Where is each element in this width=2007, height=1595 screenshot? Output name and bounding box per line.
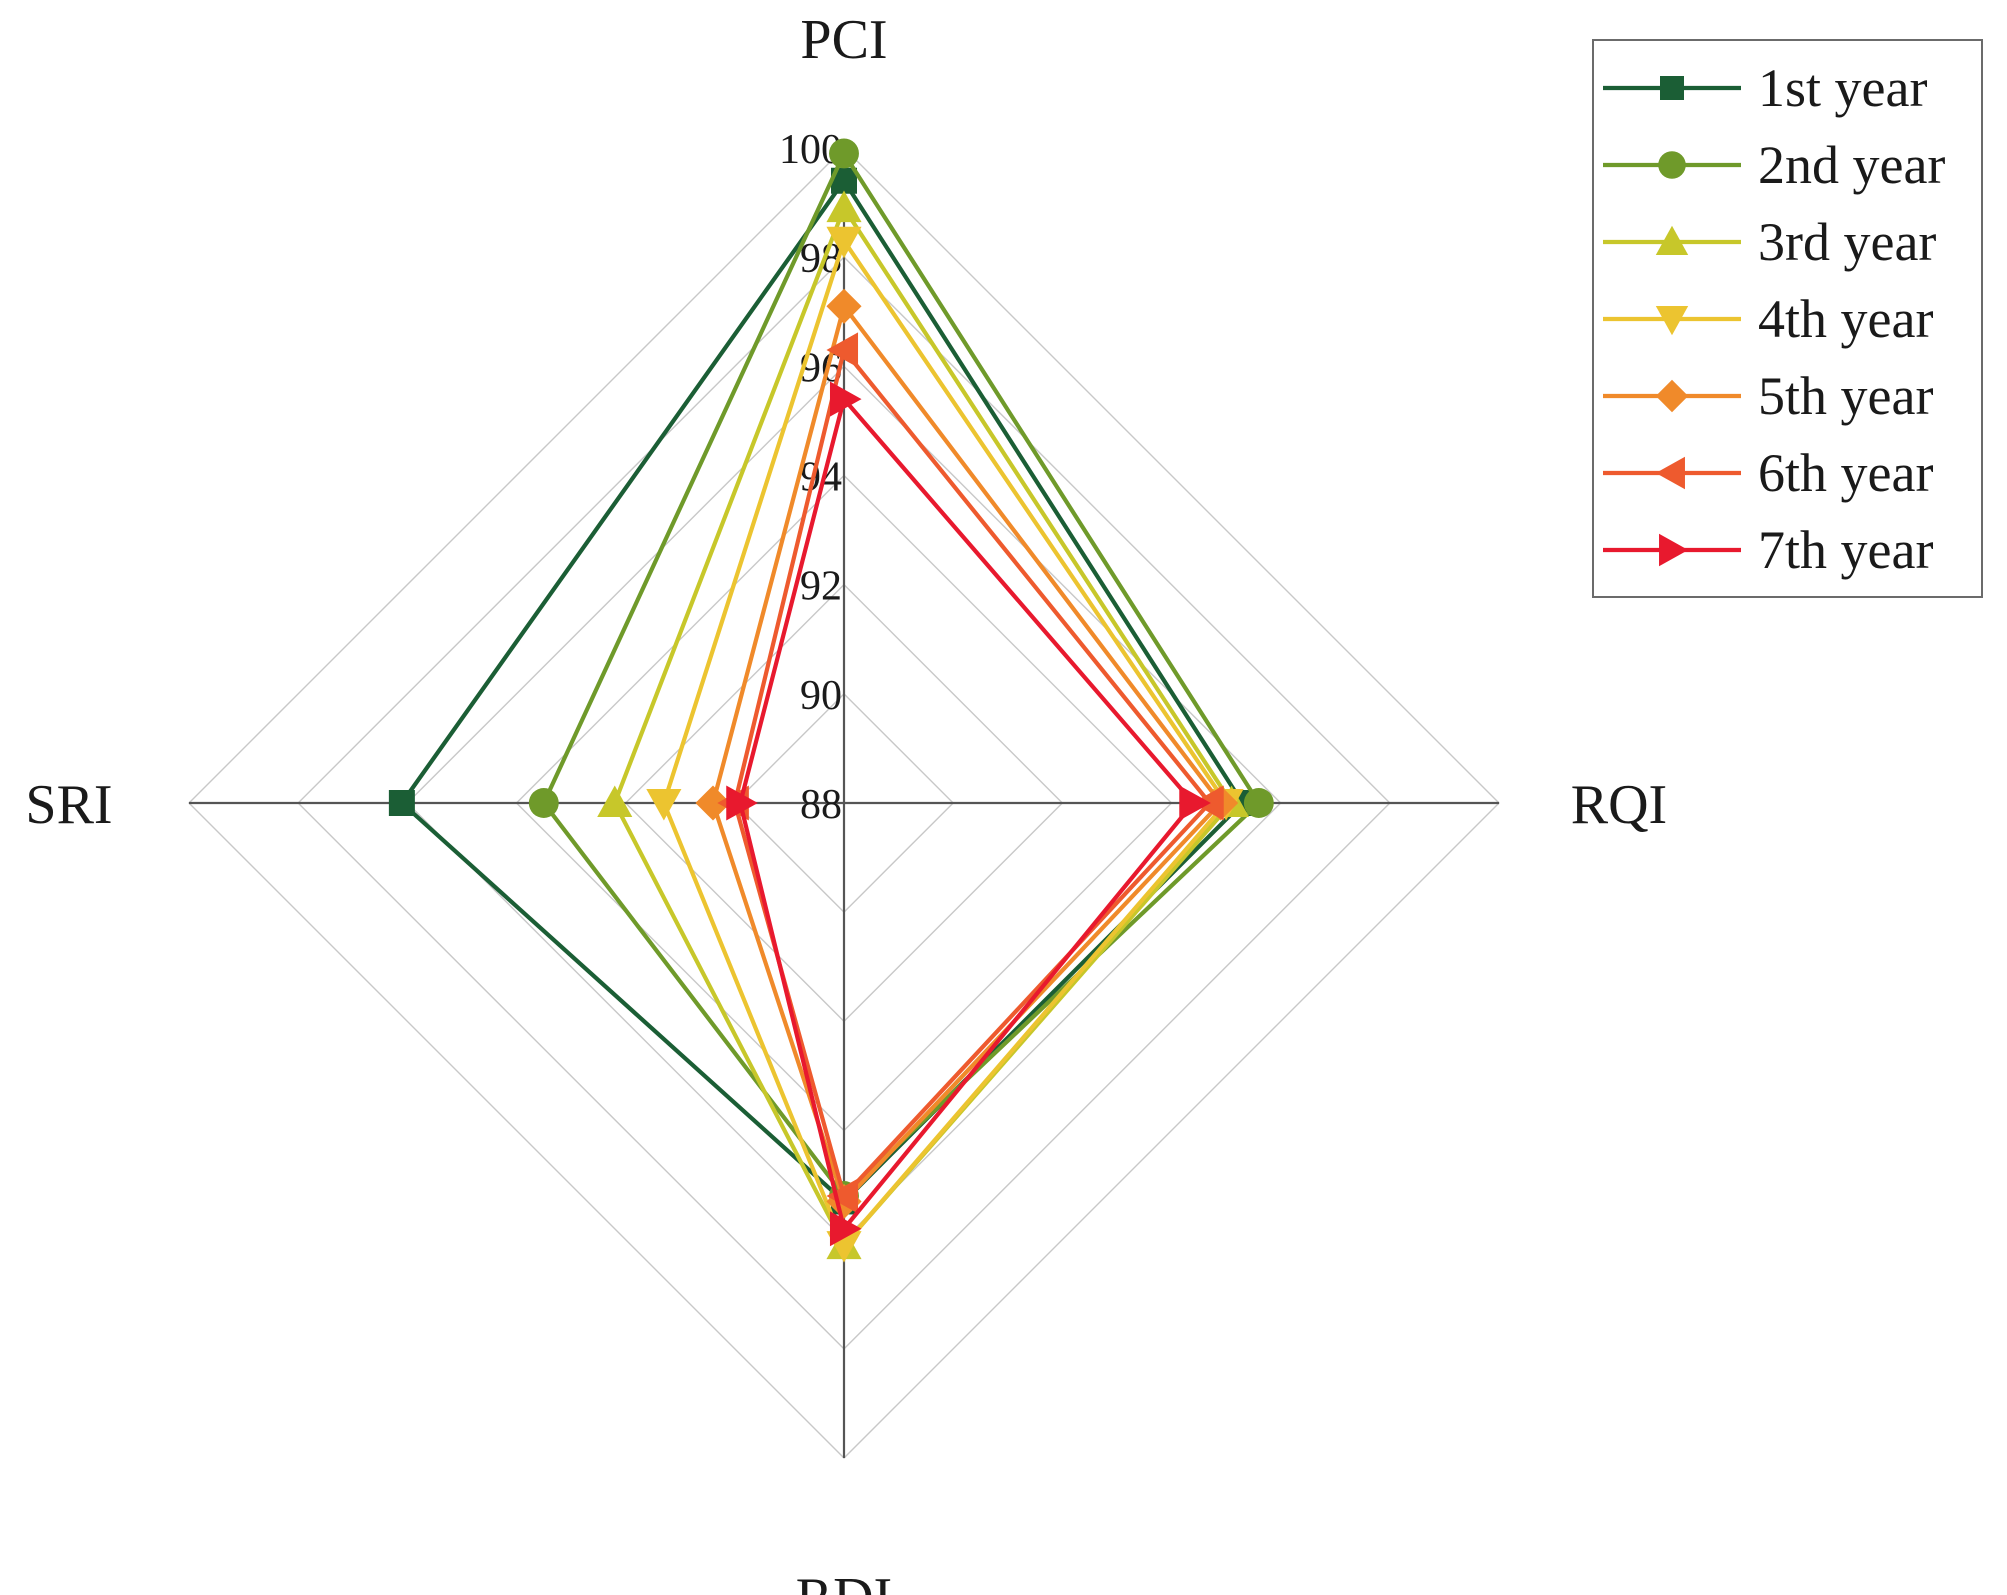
series-line-5th-year <box>710 301 1224 1206</box>
point-2nd-year-pci <box>829 138 859 169</box>
legend-marker-5th-year <box>1655 379 1689 413</box>
legend-item-7th-year: 7th year <box>1603 520 1933 580</box>
point-2nd-year-sri <box>528 788 559 818</box>
tick-label-88: 88 <box>800 782 842 828</box>
series-7th-year <box>726 381 1211 1247</box>
legend-label-3rd-year: 3rd year <box>1758 212 1936 272</box>
point-7th-year-rqi <box>1179 785 1211 821</box>
legend-item-6th-year: 6th year <box>1603 443 1933 503</box>
series-layer <box>388 138 1274 1263</box>
point-5th-year-pci <box>826 288 862 324</box>
point-4th-year-sri <box>646 788 682 821</box>
legend-label-1st-year: 1st year <box>1758 58 1927 118</box>
legend-marker-1st-year <box>1660 76 1684 100</box>
legend-label-2nd-year: 2nd year <box>1758 135 1945 195</box>
point-7th-year-pci <box>829 381 862 417</box>
legend-marker-3rd-year <box>1655 225 1689 255</box>
point-7th-year-rdi <box>829 1211 862 1247</box>
series-line-3rd-year <box>612 203 1235 1249</box>
point-7th-year-sri <box>726 785 758 821</box>
legend-item-5th-year: 5th year <box>1603 366 1933 426</box>
point-1st-year-sri <box>388 790 415 816</box>
point-3rd-year-sri <box>597 785 633 818</box>
legend-label-4th-year: 4th year <box>1758 289 1933 349</box>
legend: 1st year 2nd year 3rd year 4th year 5th year… <box>1592 39 1983 598</box>
tick-label-92: 92 <box>800 564 842 610</box>
legend-marker-4th-year <box>1655 306 1689 336</box>
legend-item-3rd-year: 3rd year <box>1603 212 1936 272</box>
axis-label-pci: PCI <box>800 9 887 71</box>
legend-marker-7th-year <box>1659 533 1689 567</box>
legend-label-7th-year: 7th year <box>1758 520 1933 580</box>
axis-layer: PCI RQI RDI SRI <box>25 9 1667 1595</box>
point-5th-year-sri <box>695 785 731 821</box>
axis-label-sri: SRI <box>25 774 112 836</box>
legend-label-6th-year: 6th year <box>1758 443 1933 503</box>
legend-item-1st-year: 1st year <box>1603 58 1927 118</box>
legend-item-4th-year: 4th year <box>1603 289 1933 349</box>
tick-label-90: 90 <box>800 673 842 719</box>
point-2nd-year-rqi <box>1243 788 1274 818</box>
series-6th-year <box>717 332 1224 1214</box>
legend-marker-2nd-year <box>1658 151 1686 179</box>
axis-label-rqi: RQI <box>1571 774 1667 836</box>
point-4th-year-pci <box>826 226 862 259</box>
point-3rd-year-pci <box>826 190 862 223</box>
axis-label-rdi: RDI <box>796 1567 892 1595</box>
point-6th-year-pci <box>826 332 859 368</box>
series-3rd-year <box>597 190 1250 1260</box>
legend-label-5th-year: 5th year <box>1758 366 1933 426</box>
legend-marker-6th-year <box>1655 456 1685 490</box>
legend-item-2nd-year: 2nd year <box>1603 135 1945 195</box>
point-6th-year-rdi <box>826 1178 859 1214</box>
